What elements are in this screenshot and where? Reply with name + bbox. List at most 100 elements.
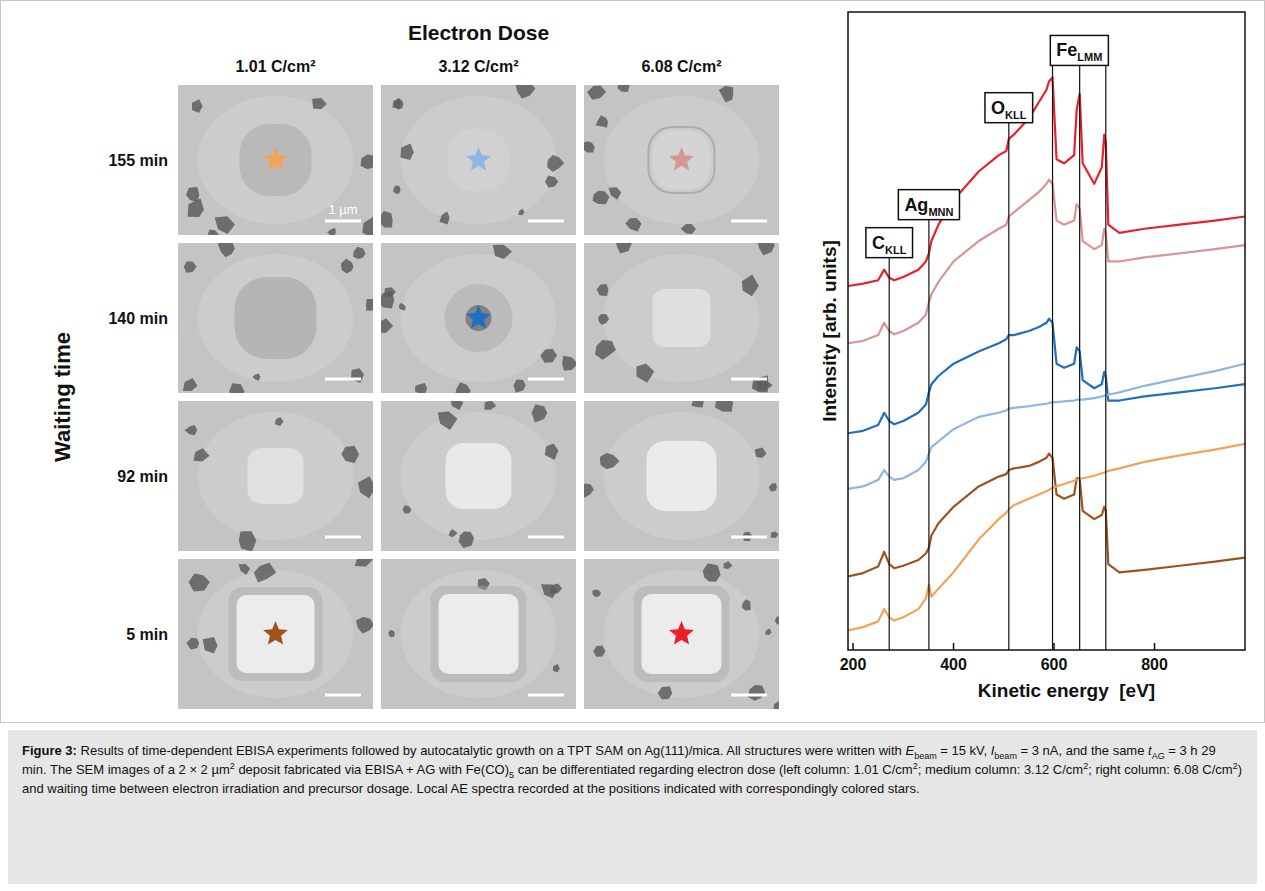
grain: [208, 230, 219, 236]
tile-halo: [198, 254, 354, 382]
grain: [327, 228, 336, 235]
grain: [691, 401, 703, 407]
deposit-halo: [431, 586, 527, 682]
grain: [366, 299, 373, 311]
grain: [681, 224, 696, 234]
tile-halo: [198, 412, 354, 540]
reference-line: [1052, 65, 1053, 650]
tile-background: [584, 559, 779, 709]
spectrum-line: [848, 180, 1245, 344]
label-box: [866, 228, 913, 258]
grain: [415, 383, 427, 393]
reference-label-text: AgMNN: [904, 195, 953, 218]
sem-tile: [584, 401, 779, 551]
sem-tile: [178, 243, 373, 393]
reference-label: AgMNN: [898, 190, 959, 220]
x-tick: [1154, 643, 1156, 650]
scale-bar: [528, 220, 564, 223]
grain: [252, 374, 260, 381]
grain: [518, 209, 524, 216]
reference-line-group: [928, 220, 929, 650]
grain: [393, 186, 400, 194]
grain: [381, 318, 393, 333]
grain: [187, 638, 200, 650]
caption-text: 2: [1083, 761, 1088, 771]
tile-halo: [401, 412, 557, 540]
tile-halo: [401, 254, 557, 382]
grain: [595, 340, 616, 360]
scale-bar: [528, 536, 564, 539]
sem-tile: [584, 559, 779, 709]
grain: [449, 529, 458, 537]
grain: [584, 141, 595, 152]
tile-halo: [604, 570, 760, 698]
row-label: 140 min: [108, 310, 168, 327]
row-label: 155 min: [108, 152, 168, 169]
grain: [356, 617, 373, 634]
star: [466, 305, 491, 329]
scale-bar: [731, 694, 767, 697]
grain: [401, 144, 414, 160]
tile-halo: [604, 254, 760, 382]
grain: [183, 378, 198, 391]
grain: [587, 85, 606, 99]
grain: [493, 245, 512, 259]
plot-frame: [848, 12, 1245, 650]
grain: [775, 616, 779, 626]
deposit: [237, 595, 315, 673]
grain: [516, 85, 536, 99]
column-title: 6.08 C/cm²: [641, 58, 721, 75]
caption-text: 2: [913, 761, 918, 771]
reference-line-group: [1052, 65, 1053, 650]
grain: [769, 483, 777, 492]
grain: [218, 243, 235, 257]
tile-background: [584, 85, 779, 235]
grain: [547, 155, 564, 172]
grain: [392, 99, 401, 109]
grain: [384, 287, 396, 296]
grain: [719, 86, 734, 102]
grain: [388, 630, 395, 638]
sem-tile: [381, 85, 576, 235]
caption-text: t: [1148, 743, 1152, 758]
tile-background: [381, 559, 576, 709]
deposit: [240, 124, 312, 196]
grain: [715, 401, 733, 412]
tile-background: [584, 243, 779, 393]
scale-bar: [325, 220, 361, 223]
caption-text: deposit fabricated via EBISA + AG with F…: [235, 762, 509, 777]
scale-bar: [731, 378, 767, 381]
sem-tile: [178, 559, 373, 709]
scale-bar: [731, 536, 767, 539]
x-tick: [852, 643, 854, 650]
grain: [703, 563, 721, 581]
grain: [562, 356, 576, 371]
grain: [514, 379, 526, 392]
deposit: [653, 131, 711, 189]
x-tick: [1053, 643, 1055, 650]
reference-label-main: C: [872, 233, 885, 253]
caption-text: 5: [509, 769, 514, 779]
x-tick-label: 200: [840, 656, 867, 673]
x-tick-label: 600: [1041, 656, 1068, 673]
reference-line: [1079, 65, 1080, 650]
grain: [597, 284, 609, 296]
column-title: 1.01 C/cm²: [235, 58, 315, 75]
grain: [459, 531, 475, 548]
reference-line: [1008, 123, 1009, 650]
grain: [553, 664, 560, 672]
reference-label-text: OKLL: [991, 98, 1027, 121]
sem-tile: [381, 559, 576, 709]
reference-line-group: [1105, 65, 1106, 650]
deposit: [466, 305, 492, 331]
caption-text: Results of time-dependent EBISA experime…: [77, 743, 906, 758]
deposit: [235, 277, 317, 359]
deposit-halo: [229, 587, 323, 681]
row-axis-title: Waiting time: [50, 332, 75, 462]
grain: [758, 243, 775, 255]
sem-tile: [178, 85, 373, 235]
tile-background: [178, 559, 373, 709]
grain: [189, 574, 210, 592]
grain: [381, 211, 393, 228]
grain: [192, 99, 203, 113]
